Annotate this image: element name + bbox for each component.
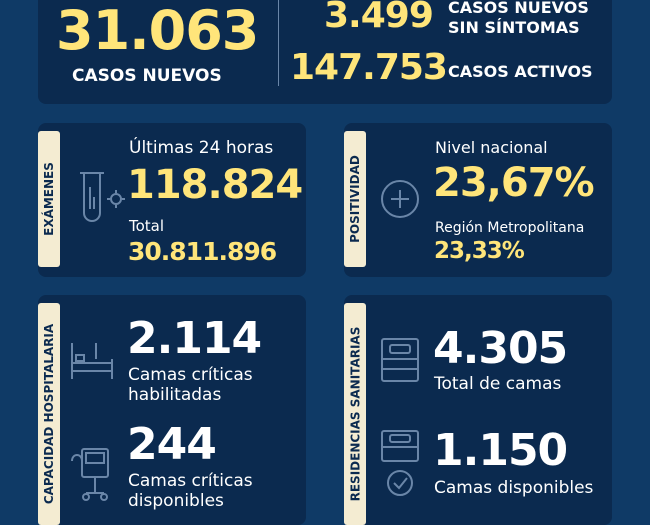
positivity-national-label: Nivel nacional — [435, 138, 548, 157]
residences-tab: RESIDENCIAS SANITARIAS — [344, 303, 366, 525]
ventilator-icon — [71, 448, 109, 501]
hospital-tab: CAPACIDAD HOSPITALARIA — [38, 303, 60, 525]
exams-last24-value: 118.824 — [127, 162, 303, 208]
positivity-card: POSITIVIDAD Nivel nacional 23,67% Región… — [344, 123, 612, 277]
active-cases-value: 147.753 — [290, 47, 448, 88]
hospital-bed-icon — [71, 343, 113, 379]
asymptomatic-value: 3.499 — [324, 0, 434, 36]
beds-enabled-value: 2.114 — [127, 313, 262, 364]
residences-card: RESIDENCIAS SANITARIAS 4.305 Total de ca… — [344, 295, 612, 525]
asymptomatic-label-line1: CASOS NUEVOS — [448, 0, 589, 17]
summary-card: 31.063 CASOS NUEVOS 3.499 CASOS NUEVOS S… — [38, 0, 612, 104]
residences-available-label: Camas disponibles — [434, 478, 594, 498]
residences-total-beds-value: 4.305 — [433, 323, 568, 374]
new-cases-label: CASOS NUEVOS — [72, 66, 222, 86]
positivity-national-value: 23,67% — [433, 160, 595, 206]
exams-total-label: Total — [129, 217, 165, 235]
positivity-tab: POSITIVIDAD — [344, 131, 366, 267]
bed-icon — [381, 338, 419, 382]
asymptomatic-label-line2: SIN SÍNTOMAS — [448, 18, 580, 37]
new-cases-value: 31.063 — [56, 0, 259, 62]
summary-divider — [278, 0, 279, 86]
exams-card: EXÁMENES Últimas 24 horas 118.824 Total … — [38, 123, 306, 277]
active-cases-label: CASOS ACTIVOS — [448, 62, 593, 81]
residences-available-value: 1.150 — [433, 425, 568, 476]
plus-circle-icon — [381, 180, 419, 218]
beds-available-label-line2: disponibles — [128, 491, 224, 511]
bed-check-icon — [381, 430, 419, 496]
residences-total-beds-label: Total de camas — [434, 374, 562, 394]
hospital-card: CAPACIDAD HOSPITALARIA 2.114 Camas críti… — [38, 295, 306, 525]
test-tube-icon — [80, 172, 125, 222]
beds-available-value: 244 — [127, 419, 217, 470]
positivity-metro-label: Región Metropolitana — [435, 220, 585, 236]
exams-total-value: 30.811.896 — [128, 237, 277, 266]
positivity-metro-value: 23,33% — [434, 238, 525, 264]
exams-tab: EXÁMENES — [38, 131, 60, 267]
beds-available-label-line1: Camas críticas — [128, 471, 253, 491]
exams-last24-label: Últimas 24 horas — [129, 138, 274, 158]
beds-enabled-label-line1: Camas críticas — [128, 365, 253, 385]
beds-enabled-label-line2: habilitadas — [128, 385, 222, 405]
